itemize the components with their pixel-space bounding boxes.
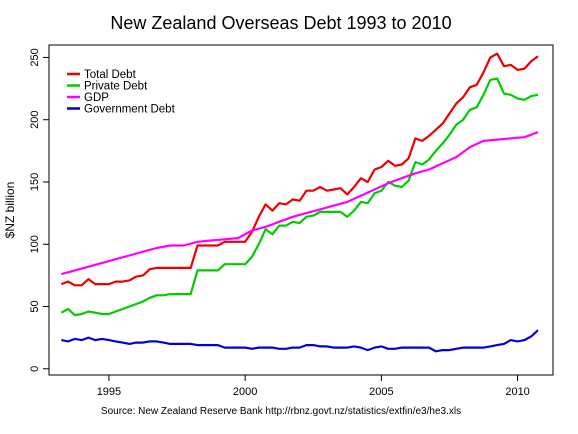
source-note: Source: New Zealand Reserve Bank http://… [101, 406, 461, 417]
y-axis-label: $NZ billion [3, 182, 17, 239]
series-group [60, 52, 539, 353]
x-tick-label: 2010 [505, 386, 529, 398]
y-tick-label: 0 [29, 366, 41, 372]
y-tick-label: 50 [29, 300, 41, 312]
x-tick-label: 1995 [97, 386, 121, 398]
legend-entry: Government Debt [84, 104, 176, 116]
y-tick-label: 250 [29, 48, 41, 66]
axes: 1995 2000 2005 2010 0 50 100 150 200 250 [29, 44, 554, 398]
chart-title: New Zealand Overseas Debt 1993 to 2010 [110, 13, 451, 33]
legend-entry: Private Debt [84, 81, 148, 93]
x-tick-label: 2000 [233, 386, 257, 398]
series-line-government-debt [61, 329, 539, 353]
plot-frame [48, 44, 554, 376]
y-tick-label: 100 [29, 235, 41, 253]
series-line-gdp [61, 131, 539, 276]
legend-entry: GDP [84, 92, 109, 104]
y-tick-label: 150 [29, 173, 41, 191]
series-line-total-debt [60, 52, 539, 287]
legend-entry: Total Debt [84, 69, 137, 81]
x-tick-label: 2005 [369, 386, 393, 398]
y-tick-label: 200 [29, 111, 41, 129]
series-line-private-debt [60, 77, 539, 317]
